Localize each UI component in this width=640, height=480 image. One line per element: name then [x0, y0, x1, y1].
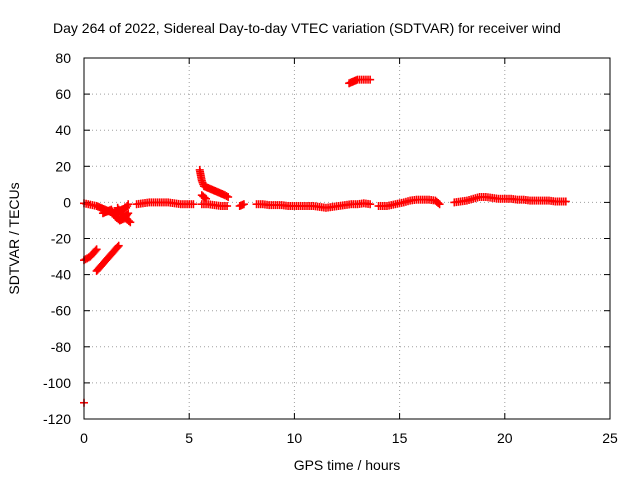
y-tick-label: 20 — [55, 158, 71, 174]
data-points — [80, 75, 570, 407]
data-point — [239, 200, 248, 209]
y-tick-label: 60 — [55, 86, 71, 102]
y-tick-label: -40 — [51, 267, 71, 283]
y-tick-label: -100 — [43, 375, 71, 391]
plot-frame — [83, 57, 611, 420]
y-tick-label: -20 — [51, 231, 71, 247]
chart-title: Day 264 of 2022, Sidereal Day-to-day VTE… — [53, 20, 561, 36]
y-tick-label: 0 — [63, 194, 71, 210]
tick-labels: 0 5 10 15 20 25 80 60 40 20 0 -20 -40 -60 -80 -100 -120 — [43, 50, 618, 446]
data-point — [435, 200, 444, 209]
data-point — [224, 192, 233, 201]
x-tick-label: 15 — [392, 430, 408, 446]
x-axis-title: GPS time / hours — [294, 457, 401, 473]
data-point — [114, 241, 123, 250]
data-point — [434, 199, 443, 208]
y-tick-label: 40 — [55, 122, 71, 138]
data-point — [222, 192, 231, 201]
grid-lines — [84, 58, 610, 419]
data-point — [366, 75, 375, 84]
data-point — [91, 246, 100, 255]
data-point — [223, 202, 232, 211]
data-point — [123, 202, 132, 211]
y-tick-label: -80 — [51, 339, 71, 355]
data-point — [126, 218, 135, 227]
y-tick-label: 80 — [55, 50, 71, 66]
x-tick-label: 25 — [602, 430, 618, 446]
y-axis-title: SDTVAR / TECUs — [6, 182, 22, 294]
y-tick-label: -60 — [51, 303, 71, 319]
data-point — [124, 200, 133, 209]
y-tick-label: -120 — [43, 411, 71, 427]
data-point — [189, 200, 198, 209]
x-tick-label: 10 — [287, 430, 303, 446]
data-point — [561, 197, 570, 206]
x-tick-label: 0 — [80, 430, 88, 446]
x-tick-label: 5 — [185, 430, 193, 446]
x-tick-label: 20 — [497, 430, 513, 446]
data-point — [124, 217, 133, 226]
axis-ticks — [83, 57, 611, 420]
data-point — [113, 242, 122, 251]
data-point — [92, 245, 101, 254]
data-point — [366, 200, 375, 209]
